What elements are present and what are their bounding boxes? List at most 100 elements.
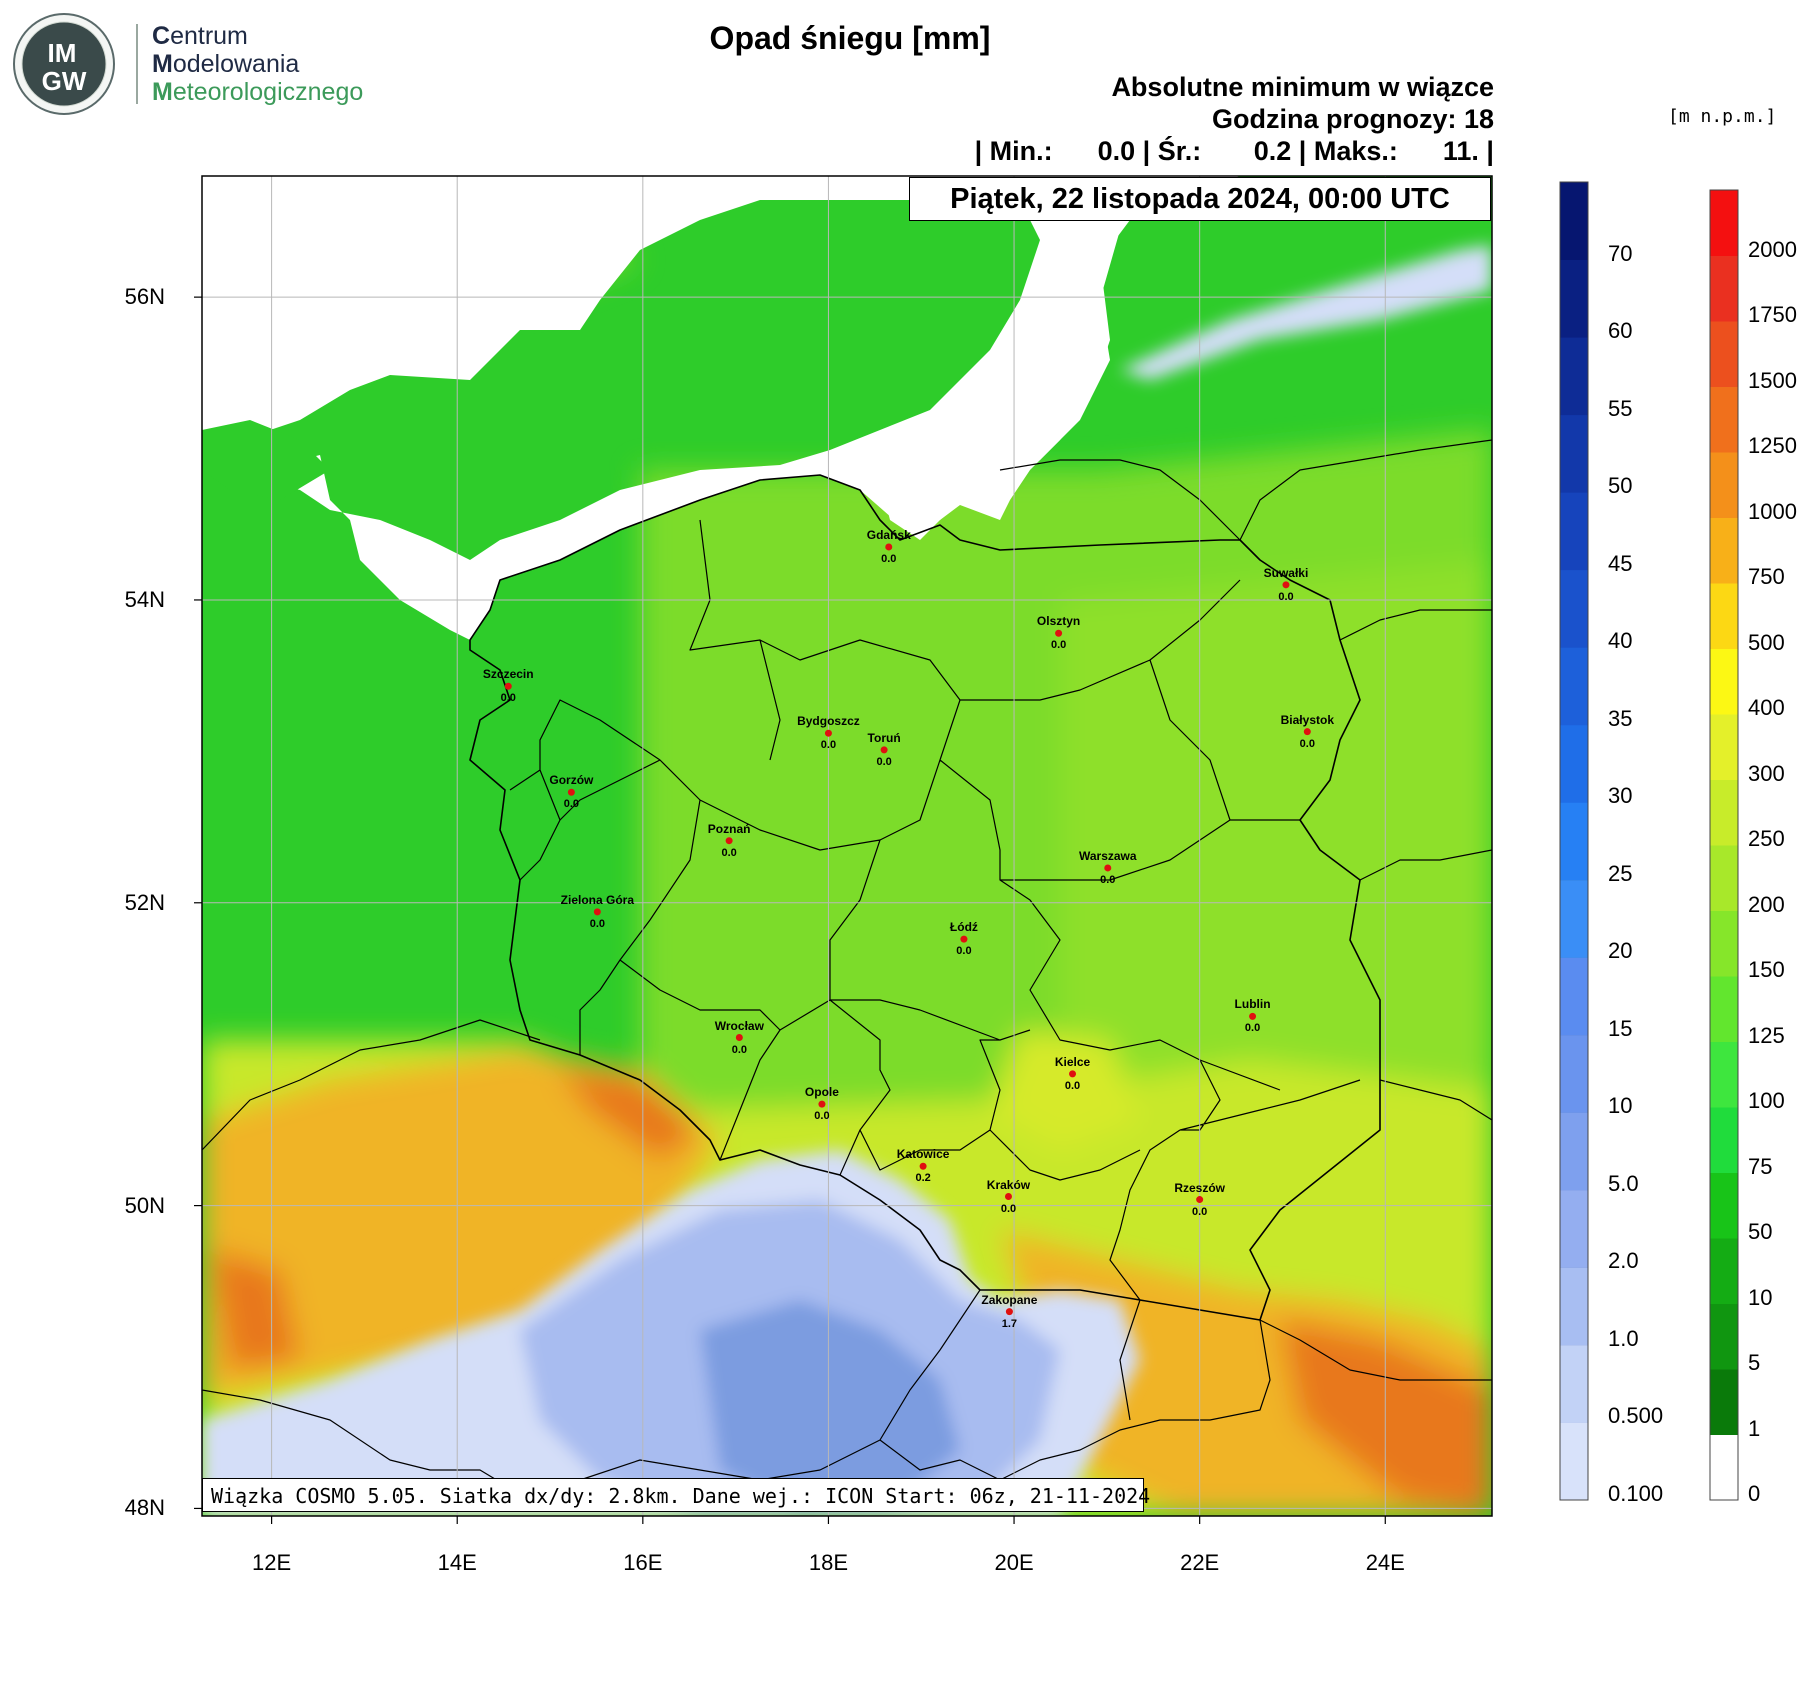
city-marker	[593, 908, 601, 916]
elev-colorbar-label: 2000	[1748, 236, 1797, 262]
elev-colorbar-swatch	[1710, 1172, 1738, 1239]
snow-colorbar-label: 10	[1608, 1093, 1633, 1119]
elev-colorbar-swatch	[1710, 517, 1738, 584]
city-snow-value: 0.0	[814, 1110, 830, 1123]
snow-colorbar-label: 25	[1608, 860, 1633, 886]
snow-colorbar-swatch	[1560, 414, 1588, 493]
city-name: Suwałki	[1263, 565, 1309, 580]
snow-colorbar-swatch	[1560, 182, 1588, 261]
city-marker	[1004, 1193, 1012, 1201]
snow-colorbar-swatch	[1560, 724, 1588, 803]
map-subtitle: Absolutne minimum w wiązce	[1111, 72, 1494, 102]
forecast-hour: Godzina prognozy: 18	[1211, 104, 1494, 134]
city-marker	[919, 1162, 927, 1170]
elev-colorbar-label: 5	[1748, 1350, 1761, 1375]
city-snow-value: 0.0	[1299, 737, 1315, 750]
city-marker	[567, 788, 575, 796]
elev-colorbar-label: 300	[1748, 760, 1785, 786]
lon-tick-label: 14E	[437, 1550, 477, 1575]
elev-colorbar-swatch	[1710, 714, 1738, 780]
city-marker	[504, 682, 512, 690]
lon-tick-label: 16E	[623, 1550, 663, 1575]
elev-colorbar-label: 0	[1748, 1481, 1761, 1506]
city-snow-value: 1.7	[1001, 1317, 1018, 1330]
peak-zone-sumava	[210, 1250, 300, 1370]
lat-tick-label: 50N	[124, 1192, 165, 1218]
date-label: Piątek, 22 listopada 2024, 00:00 UTC	[909, 177, 1491, 221]
city-marker	[960, 935, 968, 943]
snow-colorbar-swatch	[1560, 1112, 1588, 1191]
city-snow-value: 0.0	[1064, 1079, 1081, 1092]
city-name: Warszawa	[1078, 848, 1137, 863]
city-name: Opole	[804, 1085, 839, 1100]
lon-tick-label: 24E	[1365, 1550, 1405, 1575]
elev-colorbar-label: 1750	[1748, 302, 1797, 327]
city-snow-value: 0.0	[1192, 1205, 1208, 1218]
city-snow-value: 0.0	[721, 846, 737, 859]
city-name: Zakopane	[981, 1292, 1038, 1307]
city-marker	[1303, 728, 1311, 736]
city-name: Gdańsk	[866, 527, 911, 542]
lon-tick-label: 12E	[252, 1550, 292, 1575]
city-name: Toruń	[867, 730, 901, 745]
city-name: Białystok	[1280, 712, 1334, 727]
snow-colorbar-label: 50	[1608, 473, 1633, 499]
city-snow-value: 0.0	[881, 552, 897, 565]
snow-colorbar-label: 0.100	[1608, 1481, 1664, 1506]
city-name: Rzeszów	[1174, 1180, 1225, 1195]
logo-divider	[136, 24, 138, 104]
elev-colorbar-label: 50	[1748, 1219, 1773, 1244]
snow-colorbar-label: 15	[1608, 1015, 1633, 1041]
model-info-label: Wiązka COSMO 5.05. Siatka dx/dy: 2.8km. …	[202, 1478, 1150, 1512]
elev-colorbar-label: 1	[1748, 1415, 1761, 1441]
imgw-logo-badge: IM GW	[13, 13, 115, 115]
snow-colorbar-label: 40	[1608, 628, 1633, 654]
snow-colorbar-swatch	[1560, 1189, 1588, 1268]
elev-colorbar-label: 150	[1748, 957, 1785, 982]
city-snow-value: 0.0	[876, 755, 892, 768]
city-name: Łódź	[949, 920, 978, 935]
snow-colorbar-label: 0.500	[1608, 1403, 1664, 1429]
gdansk-bay	[850, 176, 1120, 540]
city-name: Bydgoszcz	[797, 714, 860, 729]
elev-colorbar-label: 500	[1748, 629, 1785, 655]
elev-colorbar-swatch	[1710, 1238, 1738, 1304]
snow-colorbar-swatch	[1560, 647, 1588, 726]
elev-colorbar-swatch	[1710, 910, 1738, 977]
logo-badge-top: IM	[48, 38, 77, 68]
map-title: Opad śniegu [mm]	[709, 20, 991, 56]
snow-colorbar-label: 5.0	[1608, 1170, 1639, 1196]
elev-colorbar-swatch	[1710, 1434, 1738, 1501]
city-name: Katowice	[896, 1147, 950, 1162]
city-marker	[725, 837, 733, 845]
elev-colorbar-label: 250	[1748, 826, 1785, 851]
snow-colorbar-swatch	[1560, 569, 1588, 648]
city-marker	[824, 729, 832, 737]
city-name: Lublin	[1234, 997, 1271, 1012]
elev-colorbar-frame	[1709, 189, 1739, 1501]
city-name: Olsztyn	[1036, 614, 1081, 629]
snow-colorbar-label: 45	[1608, 550, 1633, 576]
plain-zone-east	[1060, 560, 1492, 1150]
snow-colorbar-label: 1.0	[1608, 1325, 1639, 1351]
lon-tick-label: 22E	[1180, 1550, 1220, 1575]
city-name: Szczecin	[482, 667, 534, 682]
city-marker	[1005, 1308, 1013, 1316]
city-marker	[880, 746, 888, 754]
city-marker	[1069, 1070, 1077, 1078]
elev-colorbar-label: 1500	[1748, 367, 1797, 393]
snow-colorbar-swatch	[1560, 492, 1588, 571]
elev-colorbar-label: 100	[1748, 1088, 1785, 1113]
lat-tick-label: 56N	[124, 284, 165, 310]
logo-word-modelowania: Modelowania	[152, 50, 300, 78]
elev-colorbar-swatch	[1710, 779, 1738, 846]
snow-colorbar-swatch	[1560, 802, 1588, 881]
snow-colorbar-frame	[1559, 181, 1589, 1501]
elev-colorbar-swatch	[1710, 1041, 1738, 1108]
logo-word-centrum: Centrum	[152, 22, 248, 50]
elev-colorbar-label: 75	[1748, 1153, 1773, 1179]
elev-colorbar-swatch	[1710, 583, 1738, 649]
elevation-units-label: [m n.p.m.]	[1668, 106, 1777, 127]
